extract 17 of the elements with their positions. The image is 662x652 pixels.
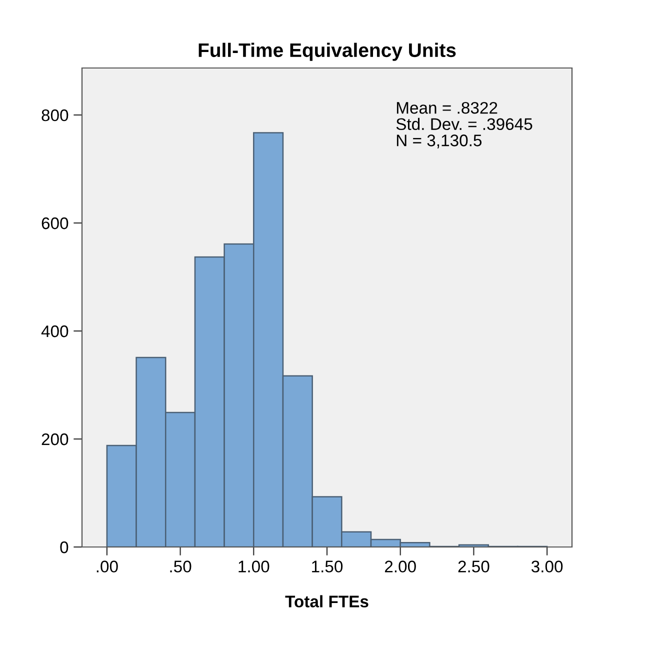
y-tick-label: 0 — [60, 541, 68, 554]
annotation: N = 3,130.5 — [396, 134, 482, 148]
y-tick-label: 800 — [42, 109, 68, 122]
x-axis-title: Total FTEs — [285, 595, 368, 608]
x-tick-label: 1.50 — [312, 560, 343, 572]
chart-title: Full-Time Equivalency Units — [198, 42, 456, 61]
x-tick-label: .00 — [96, 560, 118, 572]
x-tick-label: 1.00 — [238, 560, 270, 572]
y-tick-label: 200 — [42, 433, 68, 446]
annotation: Std. Dev. = .39645 — [396, 118, 532, 130]
x-tick-label: 3.00 — [531, 560, 563, 572]
annotation: Mean = .8322 — [396, 102, 498, 114]
y-tick-label: 400 — [41, 325, 68, 338]
x-tick-label: .50 — [170, 560, 192, 572]
x-tick-label: 2.00 — [384, 560, 416, 572]
x-tick-label: 2.50 — [458, 560, 490, 572]
y-tick-label: 600 — [42, 217, 68, 230]
